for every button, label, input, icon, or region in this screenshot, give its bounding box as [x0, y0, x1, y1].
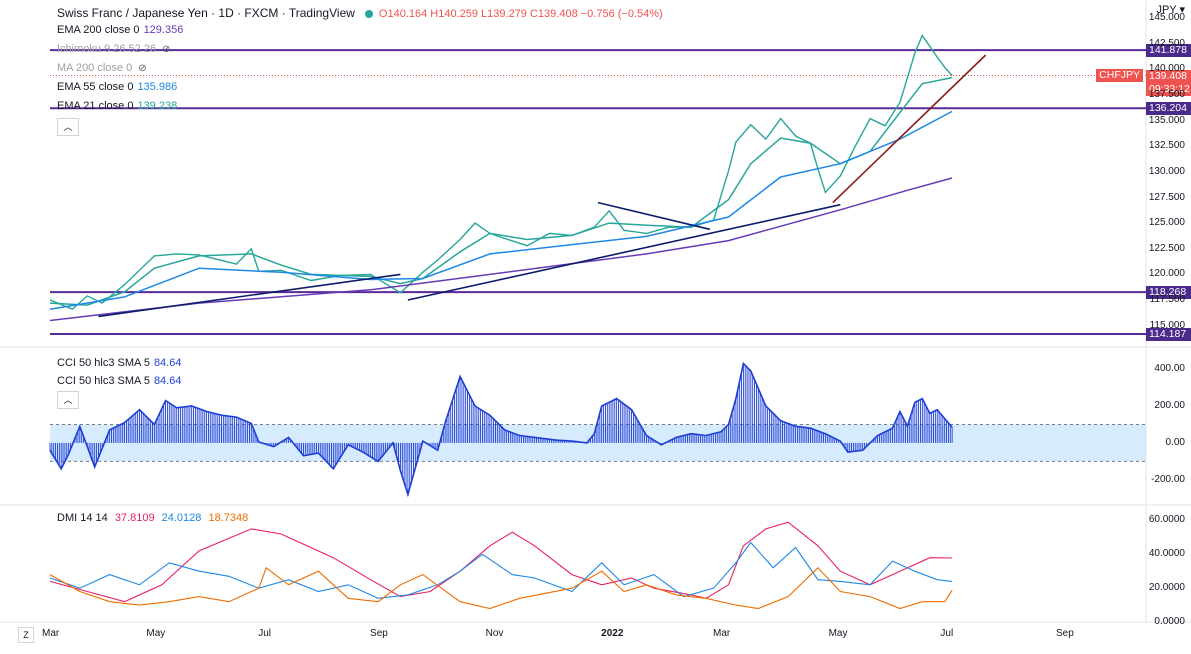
- price-tick-label: 132.500: [1148, 140, 1185, 152]
- hidden-eye-icon[interactable]: ⊘: [162, 44, 171, 55]
- price-tick-label: 137.500: [1148, 89, 1185, 100]
- legend-label: EMA 200 close 0: [57, 24, 140, 36]
- currency-menu[interactable]: JPY ▾: [1156, 3, 1185, 16]
- dmi-tick-label: 0.0000: [1154, 616, 1185, 627]
- time-tick-label: Sep: [1055, 628, 1074, 639]
- level-price-label: 118.268: [1146, 286, 1191, 300]
- trendline[interactable]: [832, 54, 987, 204]
- dmi-line-1: [49, 541, 953, 599]
- symbol-tag-label: CHFJPY: [1096, 68, 1143, 82]
- cci-tick-label: 400.00: [1154, 363, 1185, 375]
- level-price-label: 114.187: [1146, 327, 1191, 341]
- trendline[interactable]: [597, 201, 710, 231]
- legend-label: EMA 55 close 0: [57, 81, 134, 93]
- time-tick-label: Jul: [940, 628, 954, 639]
- price-tick-label: 145.000: [1148, 12, 1185, 24]
- adx-value: 37.8109: [114, 512, 155, 524]
- cci-tick-label: 200.00: [1154, 400, 1185, 411]
- time-tick-label: Sep: [370, 628, 388, 639]
- time-tick-label: Jul: [258, 628, 271, 639]
- price-tick-label: 130.000: [1148, 165, 1185, 177]
- price-tick-label: 115.000: [1149, 319, 1185, 331]
- price-tick-label: 135.000: [1148, 114, 1185, 126]
- legend-value: 129.356: [143, 24, 184, 36]
- time-tick-label: Mar: [713, 628, 731, 639]
- zoom-reset-button[interactable]: Z: [18, 627, 34, 643]
- legend-value: 84.64: [153, 375, 182, 387]
- cci-legend[interactable]: CCI 50 hlc3 SMA 5 84.64: [57, 357, 181, 369]
- legend-label: CCI 50 hlc3 SMA 5: [57, 357, 150, 369]
- indicator-legend[interactable]: Ichimoku 9 26 52 26 ⊘: [57, 43, 170, 55]
- ohlc-readout: O140.164 H140.259 L139.279 C139.408 −0.7…: [378, 8, 663, 20]
- time-tick-label: Nov: [485, 628, 504, 639]
- legend-label: EMA 21 close 0: [57, 100, 134, 112]
- last-price-label: 139.408: [1146, 69, 1191, 83]
- chevron-down-icon: ▾: [1176, 4, 1185, 16]
- trendline[interactable]: [407, 203, 841, 301]
- time-tick-label: May: [828, 628, 848, 639]
- level-price-label: 141.878: [1146, 44, 1191, 58]
- price-tick-label: 122.500: [1148, 242, 1185, 254]
- time-tick-label: May: [146, 628, 166, 639]
- collapse-legend-button[interactable]: ︿: [57, 118, 79, 136]
- legend-value: 139.238: [137, 100, 178, 112]
- cci-tick-label: 0.00: [1165, 436, 1185, 448]
- cci-line: [49, 361, 953, 498]
- dmi-line-2: [49, 566, 953, 610]
- dmi-tick-label: 40.0000: [1148, 548, 1185, 560]
- dmi-tick-label: 20.0000: [1148, 582, 1185, 594]
- currency-label: JPY: [1156, 4, 1177, 16]
- legend-label: CCI 50 hlc3 SMA 5: [57, 375, 150, 387]
- cci-tick-label: -200.00: [1151, 473, 1185, 485]
- legend-label: Ichimoku 9 26 52 26: [57, 43, 157, 55]
- collapse-cci-button[interactable]: ︿: [57, 391, 79, 409]
- time-tick-label: Mar: [42, 628, 60, 639]
- price-tick-label: 120.000: [1148, 268, 1185, 280]
- cci-legend[interactable]: CCI 50 hlc3 SMA 5 84.64: [57, 375, 181, 387]
- price-series-line-3: [49, 177, 953, 322]
- price-tick-label: 125.000: [1148, 217, 1185, 229]
- legend-value: 135.986: [137, 81, 178, 93]
- price-tick-label: 140.000: [1148, 63, 1185, 75]
- indicator-legend[interactable]: EMA 21 close 0 139.238: [57, 100, 177, 112]
- dmi-legend: DMI 14 14 37.8109 24.0128 18.7348: [57, 512, 248, 524]
- bar-countdown-label: 09:33:12: [1146, 82, 1191, 96]
- dmi-label[interactable]: DMI 14 14: [57, 512, 108, 524]
- trendline[interactable]: [98, 273, 401, 318]
- hidden-eye-icon[interactable]: ⊘: [138, 63, 147, 74]
- time-tick-label: 2022: [601, 628, 624, 639]
- price-series-line-1: [49, 76, 953, 306]
- indicator-legend[interactable]: EMA 55 close 0 135.986: [57, 81, 177, 93]
- price-tick-label: 127.500: [1148, 191, 1185, 203]
- legend-label: MA 200 close 0: [57, 62, 133, 74]
- price-series-line-2: [49, 110, 953, 310]
- price-tick-label: 142.500: [1148, 37, 1185, 49]
- indicator-legend[interactable]: EMA 200 close 0 129.356: [57, 24, 183, 36]
- indicator-legend[interactable]: MA 200 close 0 ⊘: [57, 62, 147, 74]
- chart-header: Swiss Franc / Japanese Yen · 1D · FXCM ·…: [57, 6, 663, 20]
- price-tick-label: 117.500: [1149, 294, 1185, 305]
- symbol-title[interactable]: Swiss Franc / Japanese Yen · 1D · FXCM ·…: [57, 6, 355, 20]
- dmi-tick-label: 60.0000: [1148, 514, 1185, 526]
- market-status-icon: [364, 9, 373, 18]
- legend-value: 84.64: [153, 357, 182, 369]
- dmi-line-0: [49, 521, 953, 603]
- plus-di-value: 24.0128: [161, 512, 202, 524]
- minus-di-value: 18.7348: [208, 512, 249, 524]
- price-series-line-0: [49, 34, 953, 311]
- level-price-label: 136.204: [1146, 102, 1191, 116]
